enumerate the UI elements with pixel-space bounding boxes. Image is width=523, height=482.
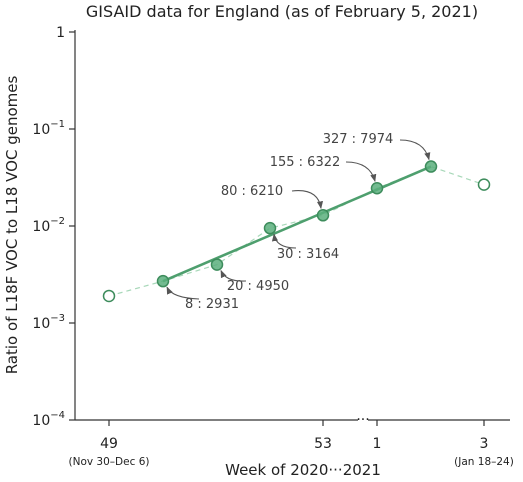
point-annotations: 8 : 2931 20 : 4950 30 : 3164 80 : 6210 155 :… [166, 132, 431, 312]
data-point [263, 221, 277, 235]
y-tick-label: 10−2 [32, 216, 65, 235]
annotation-arrow [399, 139, 431, 161]
y-axis-ticks: 10−4 10−3 10−2 10−1 1 [32, 25, 75, 429]
point-annotation-label: 80 : 6210 [221, 184, 283, 199]
x-tick-label: 1 [373, 436, 382, 452]
data-point-excluded [477, 178, 491, 191]
point-annotation-label: 8 : 2931 [185, 297, 239, 312]
point-annotation-label: 327 : 7974 [323, 132, 394, 147]
annotation-arrow [345, 161, 377, 182]
y-tick-label: 10−4 [32, 410, 65, 429]
point-annotation-label: 155 : 6322 [270, 155, 341, 170]
data-point [210, 258, 224, 271]
y-tick-label: 1 [56, 25, 65, 41]
annotation-arrow [166, 286, 200, 300]
data-point [370, 182, 384, 195]
y-axis-label: Ratio of L18F VOC to L18 VOC genomes [3, 76, 21, 375]
x-tick-sublabel: (Nov 30–Dec 6) [69, 456, 150, 468]
y-tick-label: 10−3 [32, 313, 65, 332]
x-axis-label: Week of 2020···2021 [225, 461, 381, 479]
chart-title: GISAID data for England (as of February … [86, 2, 478, 21]
annotation-arrow [291, 190, 324, 210]
point-annotation-label: 30 : 3164 [277, 247, 339, 262]
fit-line [162, 165, 432, 283]
data-series [102, 160, 491, 303]
annotation-arrow [271, 233, 297, 249]
data-point [424, 160, 438, 173]
x-tick-sublabel: (Jan 18–24) [454, 456, 514, 468]
x-tick-label: 3 [480, 436, 489, 452]
annotation-arrow [220, 269, 247, 282]
axes: ··· [74, 30, 510, 428]
x-tick-label: 49 [100, 436, 118, 452]
data-point [316, 209, 330, 222]
data-point [156, 274, 170, 288]
x-axis-ticks: 49 (Nov 30–Dec 6) 53 1 3 (Jan 18–24) [69, 420, 514, 468]
point-annotation-label: 20 : 4950 [227, 279, 289, 294]
data-point-excluded [102, 289, 116, 303]
x-tick-label: 53 [314, 436, 332, 452]
y-tick-label: 10−1 [32, 119, 65, 138]
axis-break: ··· [356, 412, 369, 428]
